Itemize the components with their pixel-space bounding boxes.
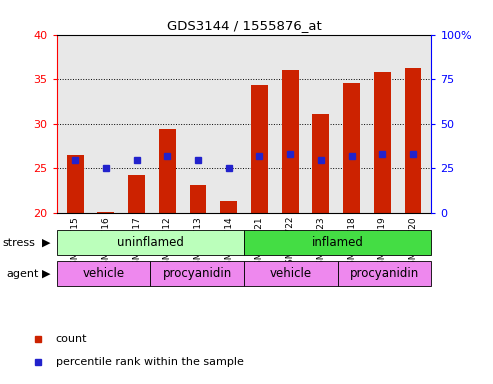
Bar [404, 68, 422, 213]
Text: uninflamed: uninflamed [117, 237, 184, 249]
Text: count: count [56, 334, 87, 344]
Text: inflamed: inflamed [312, 237, 364, 249]
Bar [220, 200, 237, 213]
Bar [98, 212, 114, 213]
Text: percentile rank within the sample: percentile rank within the sample [56, 358, 244, 367]
Text: ▶: ▶ [42, 269, 50, 279]
Text: vehicle: vehicle [82, 267, 125, 280]
Bar [150, 261, 244, 286]
Bar [343, 83, 360, 213]
Text: stress: stress [2, 238, 35, 248]
Bar [189, 185, 207, 213]
Bar [57, 230, 244, 255]
Bar [338, 261, 431, 286]
Bar [374, 72, 390, 213]
Bar [244, 230, 431, 255]
Title: GDS3144 / 1555876_at: GDS3144 / 1555876_at [167, 19, 321, 32]
Text: agent: agent [6, 269, 38, 279]
Text: procyanidin: procyanidin [350, 267, 419, 280]
Bar [313, 114, 329, 213]
Bar [67, 155, 84, 213]
Bar [159, 129, 176, 213]
Bar [57, 261, 150, 286]
Text: vehicle: vehicle [270, 267, 312, 280]
Text: ▶: ▶ [42, 238, 50, 248]
Bar [244, 261, 338, 286]
Bar [128, 175, 145, 213]
Text: procyanidin: procyanidin [163, 267, 232, 280]
Bar [282, 70, 299, 213]
Bar [251, 84, 268, 213]
